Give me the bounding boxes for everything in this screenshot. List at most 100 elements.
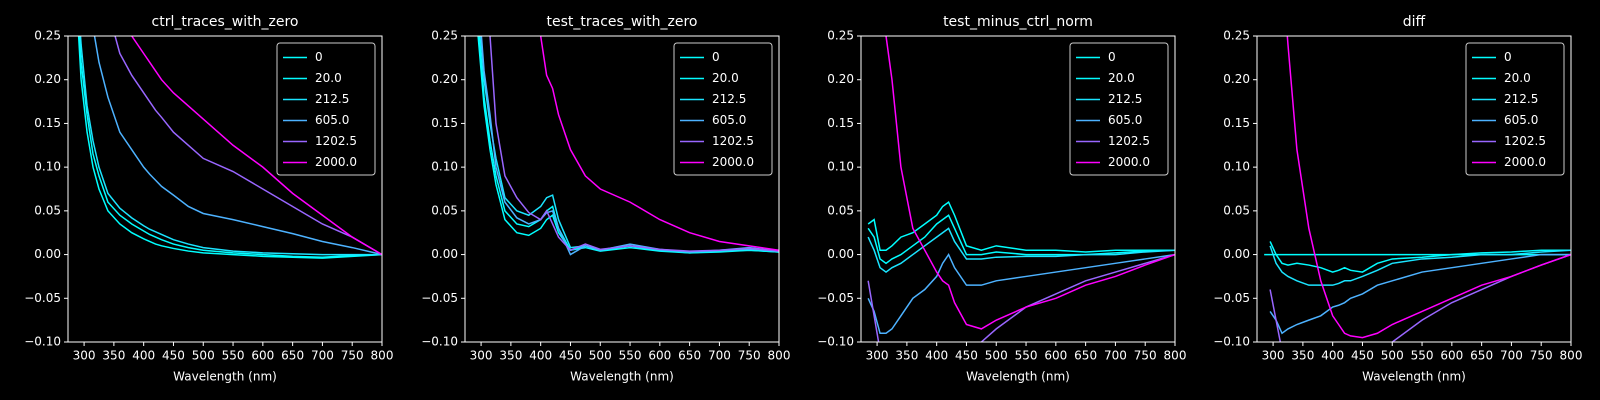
legend-label: 2000.0 [1504,155,1546,169]
y-tick-label: 0.25 [34,29,61,43]
legend-label: 0 [712,50,720,64]
x-tick-label: 350 [895,349,918,363]
x-axis-label: Wavelength (nm) [570,370,674,384]
legend-label: 20.0 [1108,71,1135,85]
axes-frame [860,35,1176,343]
x-tick-label: 350 [1291,349,1314,363]
x-tick-label: 500 [192,349,215,363]
y-tick-label: −0.05 [1213,291,1250,305]
y-tick-label: 0.15 [34,116,61,130]
legend-label: 0 [1504,50,1512,64]
y-tick-label: −0.05 [421,291,458,305]
y-tick-label: 0.05 [431,203,458,217]
y-tick-label: 0.05 [1223,203,1250,217]
trace-line [867,253,1175,335]
x-tick-label: 700 [311,349,334,363]
x-tick-label: 600 [1044,349,1067,363]
x-tick-label: 600 [648,349,671,363]
x-tick-label: 600 [1440,349,1463,363]
legend-label: 212.5 [1504,92,1538,106]
x-tick-label: 400 [529,349,552,363]
x-tick-label: 700 [1500,349,1523,363]
legend-label: 212.5 [315,92,349,106]
x-tick-label: 300 [73,349,96,363]
trace-line [79,36,382,256]
trace-line [130,36,382,256]
x-tick-label: 300 [866,349,889,363]
trace-line [1269,253,1571,342]
legend-label: 0 [315,50,323,64]
trace-line [539,36,779,251]
panel-title: test_minus_ctrl_norm [943,14,1093,30]
legend-label: 605.0 [712,113,746,127]
trace-line [1286,36,1571,339]
y-tick-label: 0.10 [34,160,61,174]
x-tick-label: 500 [985,349,1008,363]
legend-label: 212.5 [712,92,746,106]
x-tick-label: 550 [222,349,245,363]
y-tick-label: 0.20 [827,72,854,86]
y-tick-label: −0.10 [1213,335,1250,349]
x-tick-label: 500 [589,349,612,363]
panel: ctrl_traces_with_zero Wavelength (nm) 300 3… [24,14,393,384]
x-tick-label: 400 [132,349,155,363]
trace-line [1269,253,1571,335]
x-tick-label: 300 [470,349,493,363]
y-tick-label: 0.25 [1223,29,1250,43]
x-tick-label: 800 [1560,349,1583,363]
legend-label: 2000.0 [712,155,754,169]
legend-label: 2000.0 [1108,155,1150,169]
y-tick-label: 0.15 [827,116,854,130]
x-tick-label: 450 [162,349,185,363]
x-tick-label: 400 [1321,349,1344,363]
legend-label: 605.0 [1108,113,1142,127]
x-tick-label: 500 [1381,349,1404,363]
x-tick-label: 450 [955,349,978,363]
legend-label: 20.0 [315,71,342,85]
trace-line [489,36,779,252]
legend-label: 1202.5 [712,134,754,148]
x-tick-label: 450 [1351,349,1374,363]
trace-line [1269,241,1571,273]
trace-line [867,227,1175,273]
trace-line [478,36,779,254]
x-tick-label: 550 [1411,349,1434,363]
panel: test_minus_ctrl_norm Wavelength (nm) 300 35… [817,14,1187,384]
x-tick-label: 650 [1074,349,1097,363]
legend-label: 0 [1108,50,1116,64]
x-tick-label: 400 [925,349,948,363]
y-tick-label: 0.10 [827,160,854,174]
y-tick-label: 0.15 [431,116,458,130]
x-tick-label: 650 [281,349,304,363]
x-tick-label: 350 [102,349,125,363]
trace-line [114,36,382,256]
trace-line [93,36,382,256]
legend-label: 1202.5 [1504,134,1546,148]
legend-label: 605.0 [1504,113,1538,127]
x-tick-label: 650 [678,349,701,363]
y-tick-label: −0.05 [817,291,854,305]
x-axis-label: Wavelength (nm) [1362,370,1466,384]
axes-frame [464,35,780,343]
x-tick-label: 600 [251,349,274,363]
y-tick-label: 0.20 [34,72,61,86]
panel-title: diff [1403,14,1426,30]
x-tick-label: 750 [1134,349,1157,363]
x-tick-label: 550 [1015,349,1038,363]
legend-label: 2000.0 [315,155,357,169]
trace-line [885,36,1175,330]
legend-label: 1202.5 [315,134,357,148]
y-tick-label: −0.10 [421,335,458,349]
y-tick-label: 0.00 [34,247,61,261]
x-tick-label: 750 [341,349,364,363]
trace-line [867,253,1175,342]
y-tick-label: −0.10 [817,335,854,349]
y-tick-label: 0.20 [1223,72,1250,86]
axes-frame [67,35,383,343]
y-tick-label: 0.20 [431,72,458,86]
panel: diff Wavelength (nm) 300 350 400 450 500 550 600… [1213,14,1583,384]
x-tick-label: 700 [1104,349,1127,363]
y-tick-label: 0.25 [431,29,458,43]
x-tick-label: 650 [1470,349,1493,363]
x-tick-label: 800 [1164,349,1187,363]
